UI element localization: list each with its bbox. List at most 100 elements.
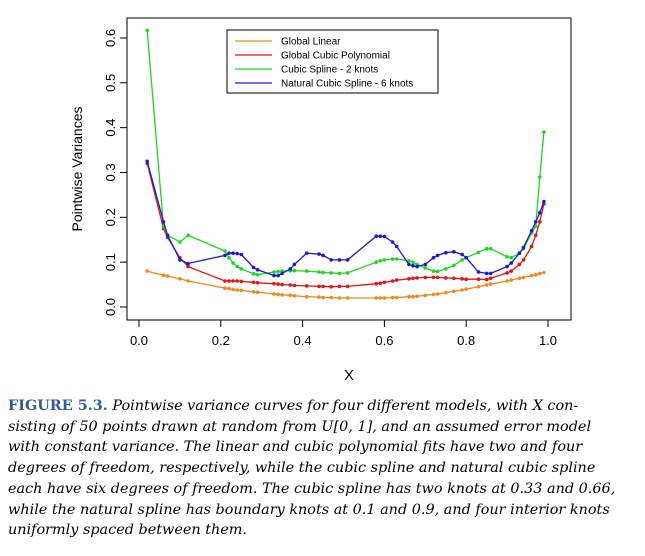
data-point — [464, 277, 469, 282]
data-point — [239, 279, 244, 284]
y-tick-label: 0.0 — [103, 298, 118, 316]
data-point — [276, 282, 280, 286]
plot-frame — [126, 17, 572, 321]
data-point — [394, 257, 399, 261]
caption-line-2: sisting of 50 points drawn at random fro… — [8, 418, 592, 435]
data-point — [488, 276, 493, 281]
data-point — [411, 294, 415, 299]
data-point — [178, 258, 182, 262]
data-point — [186, 264, 190, 269]
data-point — [533, 272, 538, 277]
caption-line-4: degrees of freedom, respectively, while … — [8, 460, 596, 477]
data-point — [374, 296, 379, 300]
data-point — [435, 292, 440, 296]
data-point — [374, 281, 379, 286]
data-point — [227, 286, 231, 291]
series-0 — [145, 269, 546, 300]
data-point — [321, 295, 325, 300]
figure-caption: FIGURE 5.3. Pointwise variance curves fo… — [8, 396, 633, 541]
data-point — [444, 267, 448, 271]
series-line — [147, 270, 545, 299]
data-point — [272, 292, 276, 296]
data-point — [272, 270, 276, 274]
data-point — [431, 275, 436, 280]
data-point — [517, 262, 522, 267]
caption-line-5: each have six degrees of freedom. The cu… — [8, 480, 616, 497]
data-point — [423, 262, 428, 267]
data-point — [460, 288, 464, 292]
data-point — [411, 276, 415, 281]
data-point — [505, 254, 509, 259]
data-point — [431, 292, 436, 297]
x-tick-label: 0.0 — [130, 333, 148, 348]
data-point — [304, 251, 309, 255]
data-point — [484, 277, 489, 282]
data-point — [235, 279, 239, 283]
data-point — [231, 251, 235, 255]
data-point — [251, 272, 256, 276]
data-point — [435, 253, 440, 258]
data-point — [509, 278, 513, 282]
data-point — [186, 233, 190, 238]
data-point — [345, 296, 350, 300]
data-point — [186, 279, 190, 283]
data-point — [382, 296, 387, 300]
data-point — [415, 264, 419, 269]
y-tick-label: 0.3 — [103, 163, 118, 181]
data-point — [288, 267, 293, 271]
caption-line-1: Pointwise variance curves for four diffe… — [112, 398, 579, 414]
data-point — [337, 296, 342, 300]
data-point — [423, 266, 428, 270]
y-tick-label: 0.6 — [103, 29, 118, 47]
data-point — [235, 251, 239, 256]
data-point — [223, 249, 227, 253]
data-point — [378, 259, 383, 263]
data-point — [390, 279, 395, 283]
data-point — [411, 263, 415, 268]
data-point — [178, 277, 182, 281]
figure-label: FIGURE 5.3. — [8, 397, 108, 414]
data-point — [231, 287, 235, 292]
data-point — [529, 273, 534, 278]
data-point — [460, 252, 464, 257]
data-point — [317, 252, 321, 256]
data-point — [509, 269, 513, 273]
data-point — [304, 269, 309, 273]
data-point — [231, 261, 235, 265]
data-point — [533, 233, 538, 238]
data-point — [460, 277, 464, 281]
data-point — [460, 258, 464, 262]
variance-chart: 0.0 0.2 0.4 0.6 0.8 1.0 0.0 0.1 0.2 0.3 0.4 0.5 0.6… — [69, 17, 572, 384]
legend-entry: Global Linear — [281, 37, 341, 48]
data-point — [505, 271, 509, 275]
data-point — [538, 271, 542, 276]
data-point — [378, 234, 383, 238]
data-point — [329, 295, 334, 300]
data-point — [280, 271, 284, 276]
data-point — [337, 271, 342, 276]
data-point — [435, 269, 440, 274]
data-point — [521, 258, 526, 262]
data-point — [407, 277, 411, 281]
data-point — [411, 260, 415, 265]
data-point — [415, 294, 419, 299]
data-point — [329, 285, 334, 289]
data-point — [488, 246, 493, 251]
data-point — [235, 288, 239, 292]
data-point — [288, 293, 293, 298]
data-point — [292, 294, 297, 298]
y-axis-label: Pointwise Variances — [69, 106, 85, 231]
data-point — [161, 273, 166, 278]
data-point — [251, 265, 256, 270]
data-point — [239, 252, 244, 257]
data-point — [145, 28, 149, 33]
data-point — [337, 258, 342, 262]
x-axis: 0.0 0.2 0.4 0.6 0.8 1.0 — [130, 320, 557, 348]
data-point — [521, 275, 526, 280]
data-point — [538, 220, 542, 224]
y-axis: 0.0 0.1 0.2 0.3 0.4 0.5 0.6 — [103, 29, 127, 316]
data-point — [521, 245, 526, 250]
data-point — [239, 288, 244, 293]
data-point — [382, 234, 387, 239]
data-point — [317, 270, 321, 274]
